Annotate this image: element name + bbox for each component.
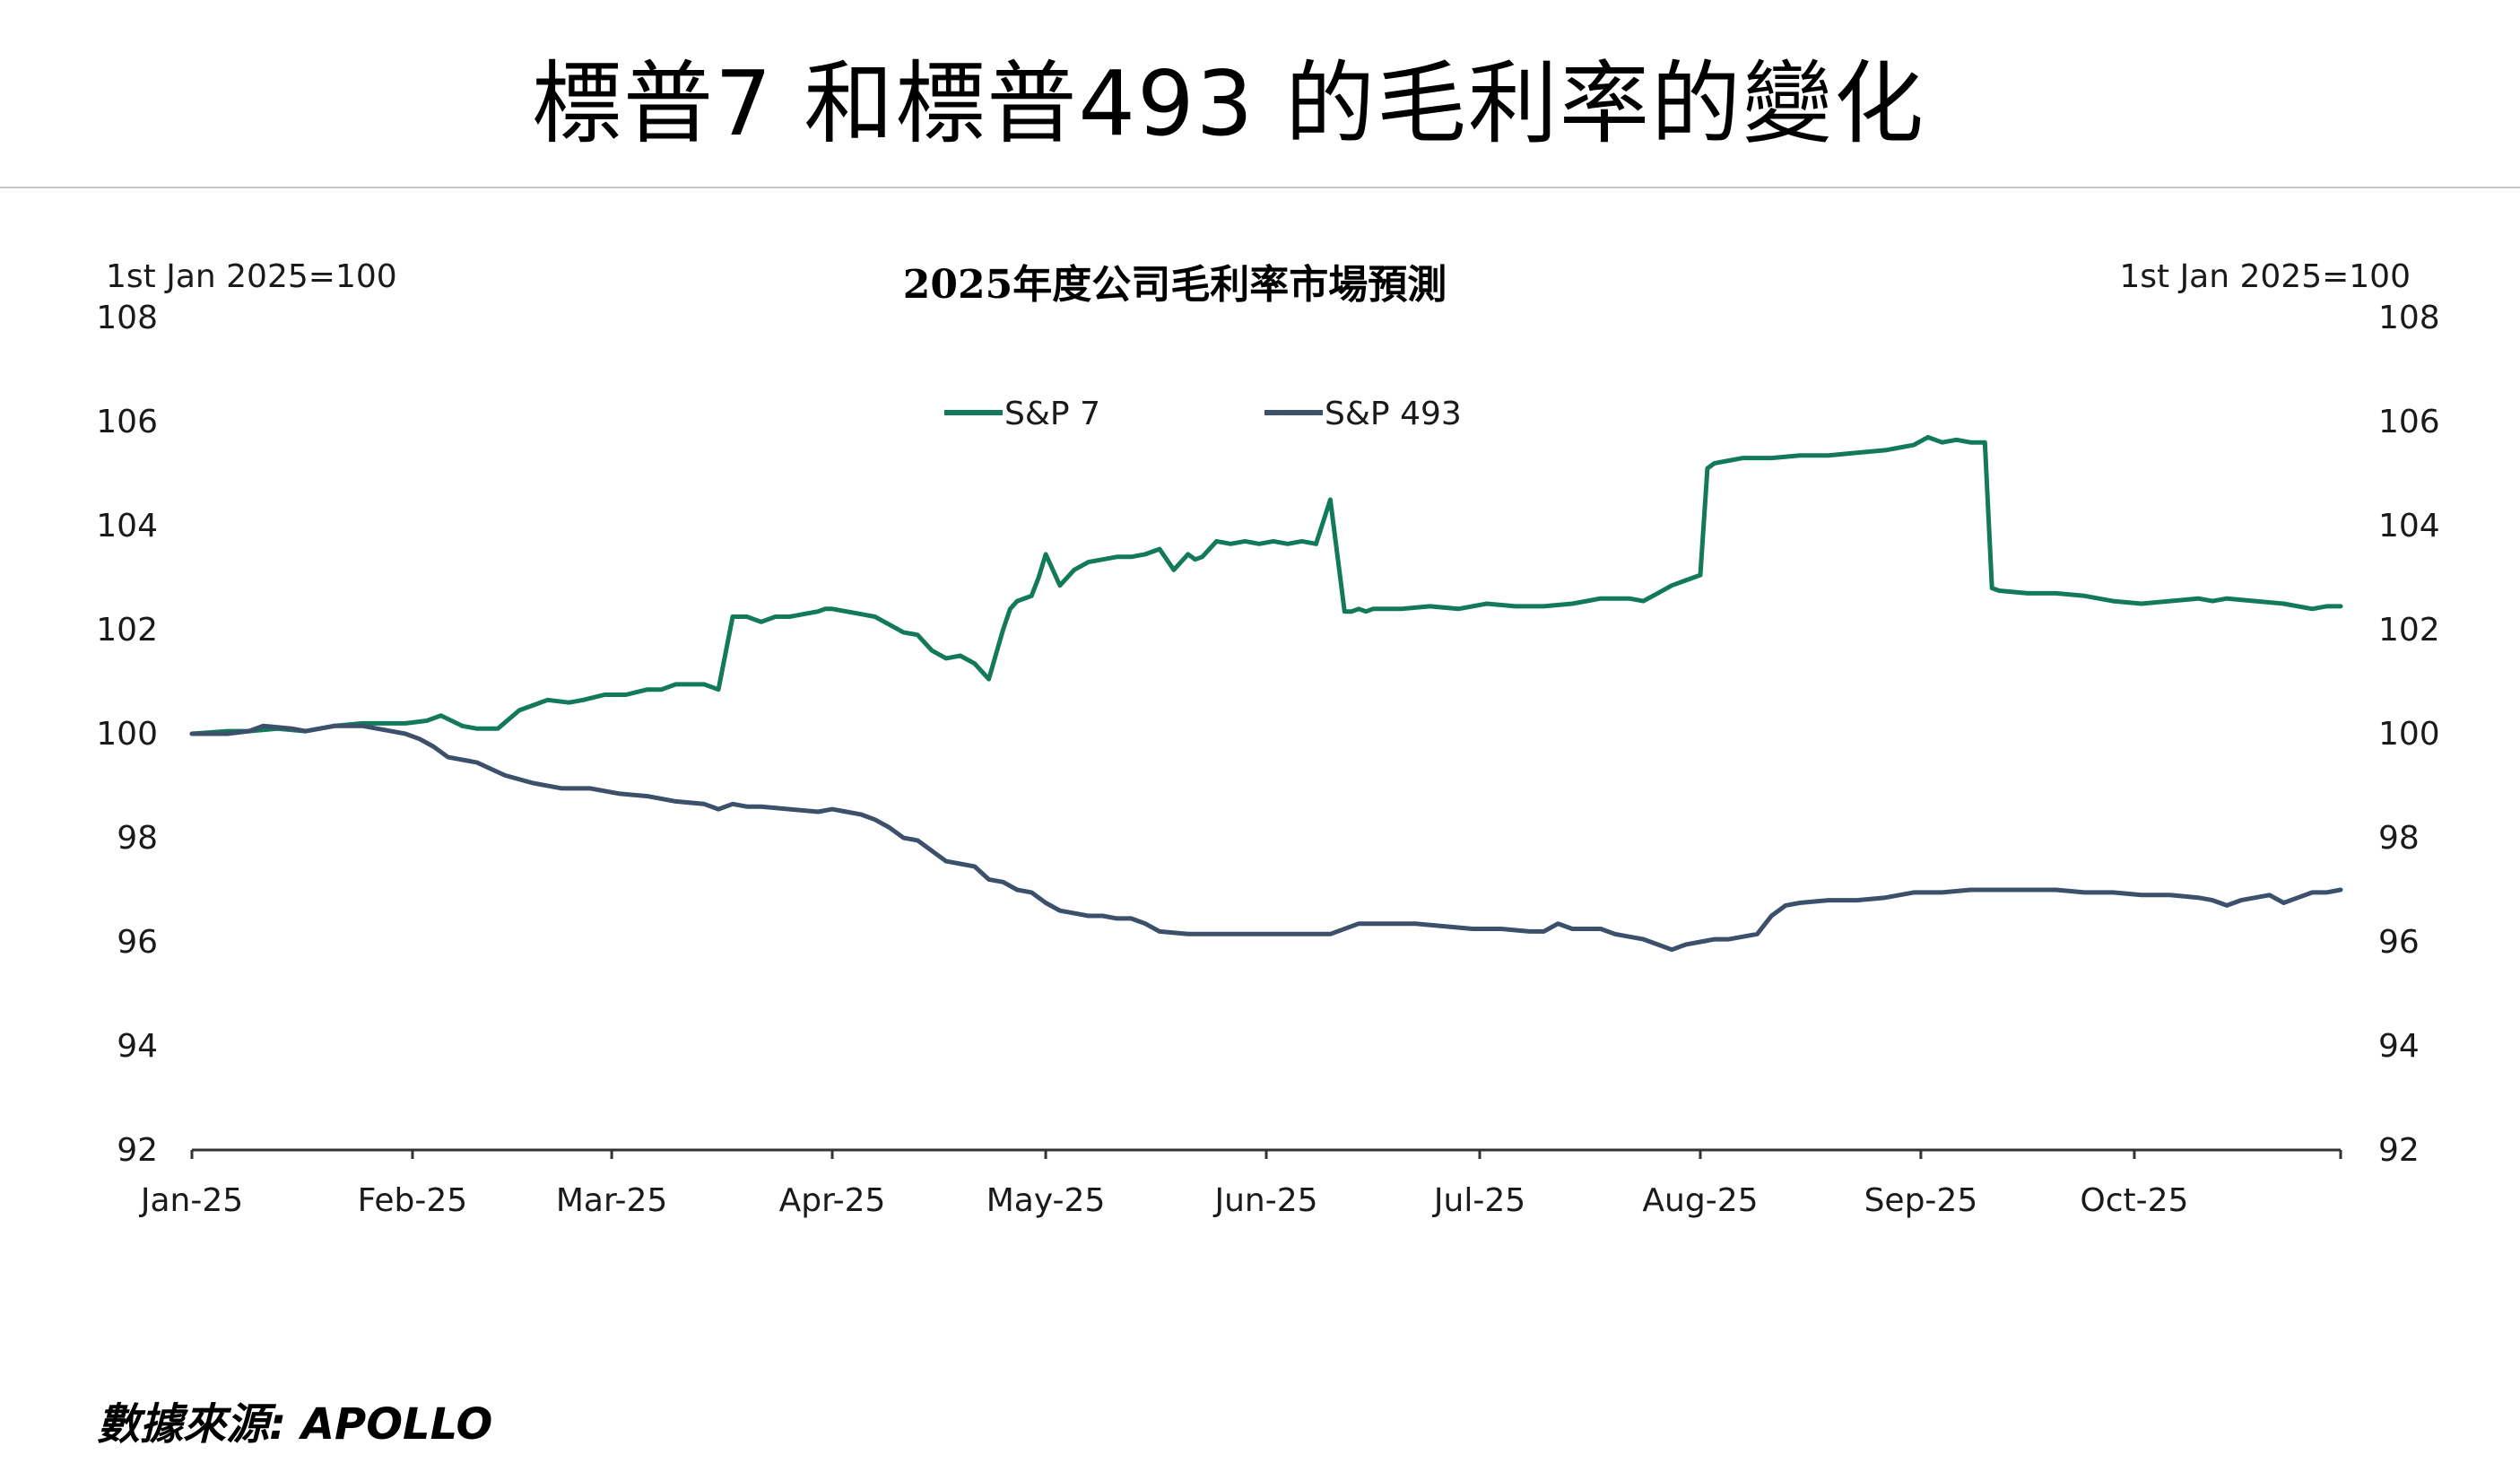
x-tick-label: Aug-25: [1642, 1182, 1758, 1219]
y-tick-label-right: 108: [2378, 300, 2440, 336]
y-tick-label-right: 92: [2378, 1132, 2420, 1169]
x-tick-label: Mar-25: [556, 1182, 667, 1219]
y-tick-label-right: 100: [2378, 716, 2440, 753]
y-tick-label-right: 106: [2378, 404, 2440, 440]
y-tick-label-left: 98: [117, 820, 158, 857]
y-tick-label-left: 92: [117, 1132, 158, 1169]
legend-label-sp493: S&P 493: [1325, 396, 1462, 432]
legend-label-sp7: S&P 7: [1004, 396, 1100, 432]
y-tick-label-left: 104: [96, 508, 158, 544]
x-tick-label: May-25: [986, 1182, 1106, 1219]
series-line-sp493: [189, 723, 2343, 953]
page-title: 標普7 和標普493 的毛利率的變化: [531, 51, 1926, 156]
x-tick-label: Jun-25: [1212, 1182, 1317, 1219]
y-tick-label-right: 98: [2378, 820, 2420, 857]
right-axis-unit-label: 1st Jan 2025=100: [2119, 258, 2411, 295]
y-tick-label-right: 94: [2378, 1028, 2420, 1065]
x-tick-label: Sep-25: [1864, 1182, 1978, 1219]
series-line-sp7: [189, 434, 2343, 736]
chart-legend: S&P 7 S&P 493: [944, 396, 1462, 432]
x-tick-label: Oct-25: [2080, 1182, 2188, 1219]
y-tick-label-right: 104: [2378, 508, 2440, 544]
x-tick-label: Feb-25: [358, 1182, 468, 1219]
y-tick-label-left: 94: [117, 1028, 158, 1065]
x-tick-label: Jul-25: [1432, 1182, 1525, 1219]
y-tick-label-left: 100: [96, 716, 158, 753]
y-tick-label-right: 102: [2378, 612, 2440, 649]
y-tick-label-left: 108: [96, 300, 158, 336]
x-axis: Jan-25 Feb-25 Mar-25 Apr-25 May-25 Jun-25 Jul-…: [139, 1148, 2342, 1219]
left-y-axis: 108 106 104 102 100 98 96 94 92: [96, 300, 158, 1169]
right-y-axis: 108 106 104 102 100 98 96 94 92: [2378, 300, 2440, 1169]
x-tick-label: Apr-25: [779, 1182, 886, 1219]
y-tick-label-left: 102: [96, 612, 158, 649]
series-layer: [189, 434, 2343, 953]
chart-title: 2025年度公司毛利率市場預測: [903, 262, 1447, 308]
left-axis-unit-label: 1st Jan 2025=100: [106, 258, 397, 295]
y-tick-label-left: 106: [96, 404, 158, 440]
y-tick-label-right: 96: [2378, 924, 2420, 961]
title-divider: [0, 187, 2520, 188]
source-note: 數據來源: APOLLO: [97, 1399, 493, 1450]
y-tick-label-left: 96: [117, 924, 158, 961]
x-tick-label: Jan-25: [139, 1182, 243, 1219]
